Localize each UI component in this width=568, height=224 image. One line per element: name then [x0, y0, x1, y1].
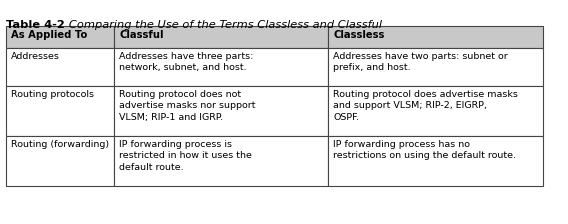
Text: Routing protocols: Routing protocols: [11, 90, 94, 99]
Text: Routing protocol does not
advertise masks nor support
VLSM; RIP-1 and IGRP.: Routing protocol does not advertise mask…: [119, 90, 256, 122]
Text: Addresses have two parts: subnet or
prefix, and host.: Addresses have two parts: subnet or pref…: [333, 52, 508, 72]
Bar: [114, 26, 328, 48]
Text: IP forwarding process is
restricted in how it uses the
default route.: IP forwarding process is restricted in h…: [119, 140, 252, 172]
Text: IP forwarding process has no
restrictions on using the default route.: IP forwarding process has no restriction…: [333, 140, 516, 160]
Bar: [6, 48, 114, 86]
Text: Addresses: Addresses: [11, 52, 60, 61]
Text: Addresses have three parts:
network, subnet, and host.: Addresses have three parts: network, sub…: [119, 52, 254, 72]
Bar: [114, 86, 328, 136]
Bar: [328, 86, 542, 136]
Bar: [114, 136, 328, 186]
Bar: [6, 26, 114, 48]
Text: Routing protocol does advertise masks
and support VLSM; RIP-2, EIGRP,
OSPF.: Routing protocol does advertise masks an…: [333, 90, 519, 122]
Text: Classful: Classful: [119, 30, 164, 40]
Text: As Applied To: As Applied To: [11, 30, 87, 40]
Bar: [328, 26, 542, 48]
Text: Comparing the Use of the Terms Classless and Classful: Comparing the Use of the Terms Classless…: [58, 20, 382, 30]
Bar: [328, 136, 542, 186]
Text: Classless: Classless: [333, 30, 385, 40]
Text: Table 4-2: Table 4-2: [6, 20, 65, 30]
Bar: [6, 136, 114, 186]
Bar: [114, 48, 328, 86]
Text: Routing (forwarding): Routing (forwarding): [11, 140, 109, 149]
Bar: [328, 48, 542, 86]
Bar: [6, 86, 114, 136]
